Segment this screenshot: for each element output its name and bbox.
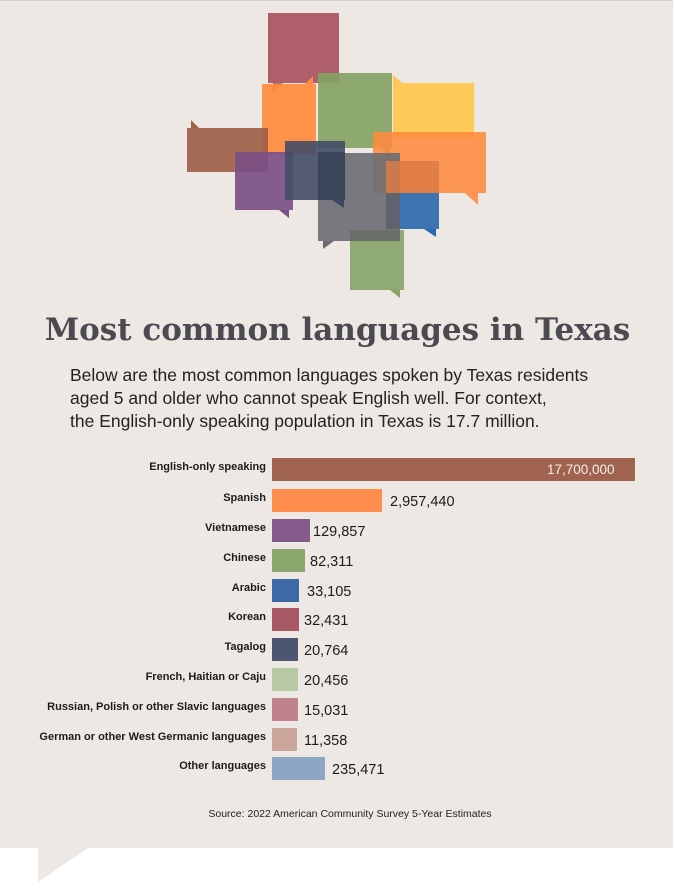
bar-value: 17,700,000 bbox=[547, 462, 615, 477]
speech-bubble-icon bbox=[350, 230, 400, 241]
bar-value: 82,311 bbox=[310, 554, 354, 570]
top-border bbox=[0, 0, 673, 1]
chart-row-arabic: Arabic 33,105 bbox=[0, 579, 673, 602]
bar-value: 2,957,440 bbox=[390, 494, 455, 510]
source-note: Source: 2022 American Community Survey 5… bbox=[208, 808, 492, 820]
speech-bubble-icon bbox=[400, 193, 439, 229]
speech-bubble-icon bbox=[318, 152, 345, 200]
chart-row-spanish: Spanish 2,957,440 bbox=[0, 489, 673, 512]
bar bbox=[272, 728, 297, 751]
bubble-tail bbox=[390, 290, 400, 298]
bar-value: 235,471 bbox=[332, 762, 385, 778]
bar bbox=[272, 668, 298, 691]
bar-value: 129,857 bbox=[313, 524, 366, 540]
bar bbox=[272, 638, 298, 661]
bar bbox=[272, 579, 299, 602]
page-title: Most common languages in Texas bbox=[44, 312, 631, 348]
speech-bubble-icon bbox=[386, 193, 400, 229]
bar bbox=[272, 489, 382, 512]
description-line: aged 5 and older who cannot speak Englis… bbox=[70, 388, 547, 408]
chart-row-tagalog: Tagalog 20,764 bbox=[0, 638, 673, 661]
bar-label: Tagalog bbox=[224, 641, 266, 653]
speech-bubble-icon bbox=[235, 152, 293, 210]
bar-label: Korean bbox=[228, 611, 266, 623]
bubble-tail bbox=[424, 229, 436, 237]
chart-row-germanic: German or other West Germanic languages … bbox=[0, 728, 673, 751]
bar bbox=[272, 549, 305, 572]
chart-row-vietnamese: Vietnamese 129,857 bbox=[0, 519, 673, 542]
bar-value: 20,456 bbox=[304, 673, 349, 689]
bar-value: 33,105 bbox=[307, 584, 352, 600]
bar-value: 15,031 bbox=[304, 703, 349, 719]
bubble-tail bbox=[191, 120, 199, 128]
description-line: Below are the most common languages spok… bbox=[70, 365, 589, 385]
chart-row-slavic: Russian, Polish or other Slavic language… bbox=[0, 698, 673, 721]
bar-label: Spanish bbox=[223, 492, 266, 504]
bubble-tail bbox=[305, 76, 313, 84]
bar-value: 11,358 bbox=[304, 733, 348, 749]
description-line: the English-only speaking population in … bbox=[70, 411, 540, 431]
bar-label: Chinese bbox=[223, 552, 266, 564]
bar-value: 20,764 bbox=[304, 643, 349, 659]
bar-label: German or other West Germanic languages bbox=[39, 731, 266, 743]
chart-row-korean: Korean 32,431 bbox=[0, 608, 673, 631]
description: Below are the most common languages spok… bbox=[70, 364, 630, 433]
bubble-tail bbox=[332, 200, 344, 208]
bubble-tail bbox=[393, 75, 402, 83]
bar-label: Arabic bbox=[231, 582, 266, 594]
chart-row-chinese: Chinese 82,311 bbox=[0, 549, 673, 572]
bar bbox=[272, 458, 635, 481]
texas-map-speech-bubbles-icon bbox=[0, 0, 673, 300]
bar-label: Vietnamese bbox=[205, 522, 266, 534]
bubble-tail bbox=[323, 241, 334, 249]
chart-row-english: English-only speaking 17,700,000 bbox=[0, 458, 673, 481]
bubble-tail bbox=[465, 193, 478, 205]
speech-bubble-tail-icon bbox=[38, 848, 88, 882]
bar bbox=[272, 608, 299, 631]
bar bbox=[272, 519, 310, 542]
speech-bubble-icon bbox=[268, 13, 339, 83]
bar bbox=[272, 698, 298, 721]
bar-value: 32,431 bbox=[304, 613, 349, 629]
chart-row-other: Other languages 235,471 bbox=[0, 757, 673, 780]
infographic-card: Most common languages in Texas Below are… bbox=[0, 0, 673, 848]
speech-bubble-icon bbox=[386, 161, 439, 193]
bubble-tail bbox=[279, 210, 289, 218]
speech-bubble-icon bbox=[393, 83, 474, 138]
bar-label: Russian, Polish or other Slavic language… bbox=[47, 701, 266, 713]
chart-row-french: French, Haitian or Caju 20,456 bbox=[0, 668, 673, 691]
bar bbox=[272, 757, 325, 780]
bar-label: Other languages bbox=[179, 760, 266, 772]
bar-label: French, Haitian or Caju bbox=[145, 671, 266, 683]
bar-label: English-only speaking bbox=[149, 461, 266, 473]
